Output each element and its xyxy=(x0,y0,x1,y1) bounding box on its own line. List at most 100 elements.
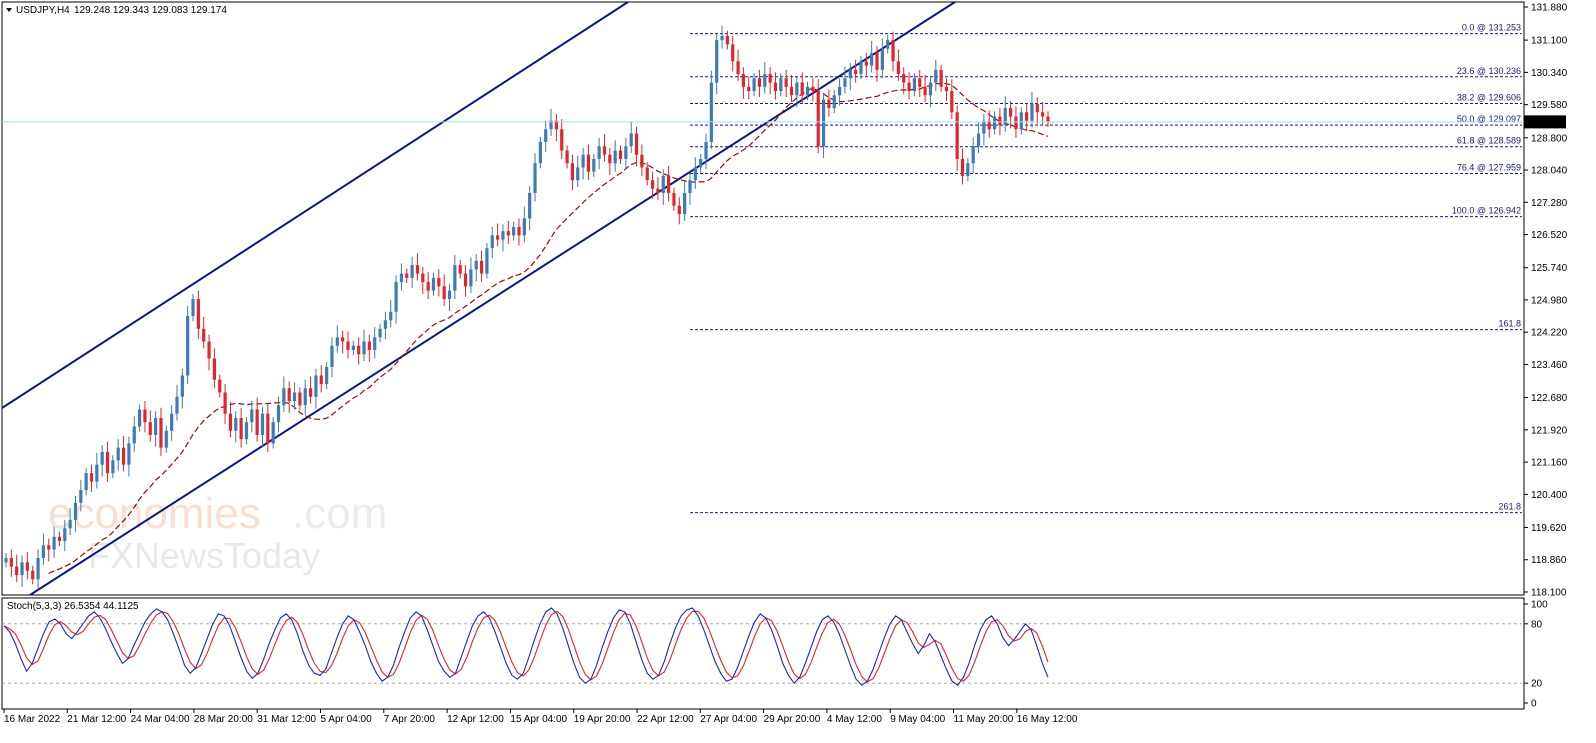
candle-body xyxy=(79,490,83,503)
trend-channel xyxy=(1,1,956,596)
candle-body xyxy=(683,192,687,215)
channel-upper-line xyxy=(1,1,629,409)
fib-level-label: 161.8 xyxy=(1498,319,1521,329)
candle-body xyxy=(838,86,842,96)
candle-body xyxy=(875,52,879,70)
candle-body xyxy=(950,91,954,113)
candle-body xyxy=(554,120,558,130)
candle-body xyxy=(896,61,900,75)
candle-body xyxy=(255,409,259,435)
time-tick-label: 11 May 20:00 xyxy=(954,714,1014,725)
price-tick-label: 124.980 xyxy=(1531,295,1568,306)
candle-body xyxy=(244,422,249,440)
candle-body xyxy=(137,409,142,427)
candle-body xyxy=(15,566,19,576)
candle-body xyxy=(458,265,462,274)
stochastic-layer: 100 80 20 0 xyxy=(2,600,1548,710)
candle-body xyxy=(25,562,29,571)
candle-body xyxy=(565,150,569,164)
candle-body xyxy=(276,405,281,423)
candle-body xyxy=(351,345,355,351)
fib-level-label: 261.8 xyxy=(1498,502,1521,512)
candle-body xyxy=(239,417,243,440)
main-panel-frame xyxy=(1,1,1525,596)
candle-body xyxy=(260,413,265,435)
candle-body xyxy=(394,282,398,312)
candle-body xyxy=(1041,112,1045,117)
candle-body xyxy=(528,192,532,219)
candle-body xyxy=(442,286,446,300)
stoch-level-label: 0 xyxy=(1531,699,1537,710)
candle-body xyxy=(132,426,136,444)
dropdown-triangle-icon[interactable] xyxy=(6,8,12,12)
candle-body xyxy=(998,116,1002,126)
candle-body xyxy=(757,78,762,87)
chart-header: USDJPY,H4 129.248 129.343 129.083 129.17… xyxy=(6,5,227,16)
candle-body xyxy=(36,558,40,580)
candle-body xyxy=(63,528,67,542)
price-tick-label: 118.860 xyxy=(1531,555,1567,566)
time-tick-label: 5 Apr 04:00 xyxy=(321,714,373,725)
candle-body xyxy=(854,69,858,75)
candle-body xyxy=(116,447,120,461)
candle-body xyxy=(250,409,254,423)
candle-body xyxy=(934,69,938,83)
candle-body xyxy=(330,345,334,367)
candle-body xyxy=(292,392,297,401)
candle-body xyxy=(271,422,275,444)
candle-body xyxy=(789,86,794,96)
price-tick-label: 123.460 xyxy=(1531,360,1568,371)
candle-body xyxy=(704,142,708,159)
time-tick-label: 15 Apr 04:00 xyxy=(510,714,567,725)
candle-body xyxy=(1019,112,1023,130)
stoch-level-label: 20 xyxy=(1531,679,1543,690)
current-price-label: 129.174 xyxy=(1527,117,1564,128)
candle-body xyxy=(907,82,911,92)
candle-body xyxy=(570,163,575,181)
candle-body xyxy=(699,158,703,168)
candle-body xyxy=(602,146,607,155)
fib-level-label: 38.2 @ 129.606 xyxy=(1457,93,1521,103)
candle-body xyxy=(47,545,51,550)
candle-body xyxy=(9,558,13,567)
candle-body xyxy=(341,337,345,342)
time-axis: 16 Mar 2022 21 Mar 12:00 24 Mar 04:00 28 Ma… xyxy=(3,709,1078,725)
candle-body xyxy=(960,158,965,176)
candle-body xyxy=(987,120,991,130)
candle-body xyxy=(1014,116,1018,130)
candle-body xyxy=(485,248,489,274)
candle-body xyxy=(41,545,46,559)
stoch-main-line xyxy=(3,607,1049,686)
price-tick-label: 121.160 xyxy=(1531,458,1568,469)
candle-body xyxy=(447,290,452,300)
price-tick-label: 125.740 xyxy=(1531,263,1568,274)
candle-body xyxy=(784,78,788,87)
price-tick-label: 127.280 xyxy=(1531,198,1568,209)
candle-body xyxy=(362,341,366,355)
candle-body xyxy=(944,86,949,92)
candle-body xyxy=(816,91,820,147)
candle-body xyxy=(672,192,676,206)
time-tick-label: 22 Apr 12:00 xyxy=(637,714,694,725)
current-price-layer: 129.174 xyxy=(2,115,1566,129)
candle-body xyxy=(549,120,553,130)
candle-body xyxy=(624,146,628,159)
candle-body xyxy=(121,447,126,465)
current-price-badge xyxy=(1524,115,1566,129)
candle-body xyxy=(453,265,457,291)
candle-body xyxy=(832,95,836,109)
candle-body xyxy=(747,86,751,92)
time-tick-label: 31 Mar 12:00 xyxy=(257,714,316,725)
candle-body xyxy=(223,392,227,414)
candle-body xyxy=(581,154,585,168)
price-tick-label: 131.880 xyxy=(1531,3,1568,14)
price-tick-label: 121.920 xyxy=(1531,425,1568,436)
candle-body xyxy=(560,129,564,151)
moving-average-layer xyxy=(48,82,1049,574)
candle-body xyxy=(426,282,430,291)
candle-body xyxy=(415,265,420,274)
candle-body xyxy=(383,320,387,329)
candle-body xyxy=(715,40,719,83)
candle-body xyxy=(629,133,633,147)
